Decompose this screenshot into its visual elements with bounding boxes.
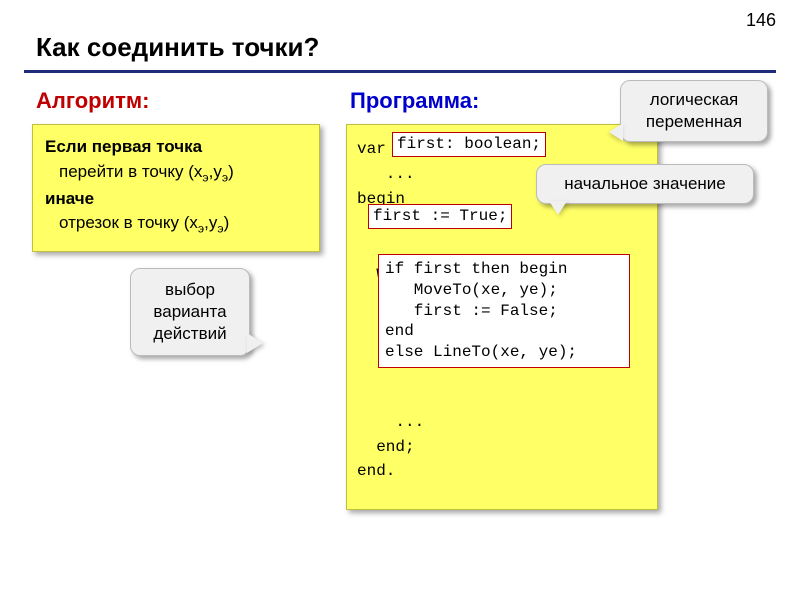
heading-algorithm: Алгоритм:	[36, 88, 150, 114]
code-var: var	[357, 140, 386, 158]
page-number: 146	[746, 10, 776, 31]
algo-line-1: Если первая точка	[45, 137, 202, 156]
title-underline	[24, 70, 776, 73]
callout-initial-value: начальное значение	[536, 164, 754, 204]
code-ell4: ...	[357, 413, 424, 431]
callout-choice: выбор варианта действий	[130, 268, 250, 356]
algorithm-box: Если первая точка перейти в точку (xэ,yэ…	[32, 124, 320, 252]
algo-line-3: иначе	[45, 189, 94, 208]
heading-program: Программа:	[350, 88, 479, 114]
algo-line-4: отрезок в точку (xэ,yэ)	[45, 211, 307, 238]
highlight-assignment: first := True;	[368, 204, 512, 229]
callout-logical-variable: логическая переменная	[620, 80, 768, 142]
code-end1: end;	[357, 438, 415, 456]
code-end2: end.	[357, 462, 395, 480]
page-title: Как соединить точки?	[36, 32, 319, 63]
code-ell1: ...	[357, 165, 415, 183]
highlight-declaration: first: boolean;	[392, 132, 546, 157]
algo-line-2: перейти в точку (xэ,yэ)	[45, 160, 307, 187]
highlight-if-block: if first then begin MoveTo(xe, ye); firs…	[378, 254, 630, 368]
